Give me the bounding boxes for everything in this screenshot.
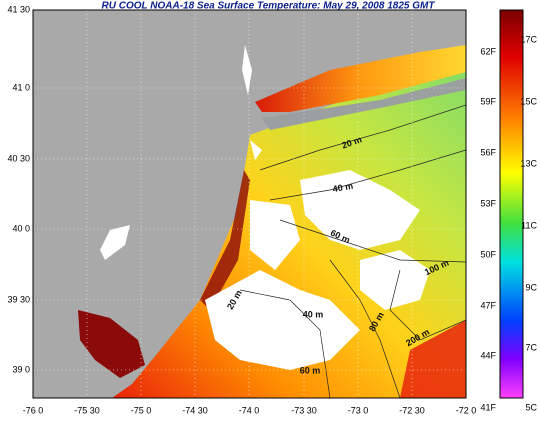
longitude-label: -75 30 [74,405,100,415]
fahrenheit-label: 44F [480,350,496,360]
celsius-label: 13C [520,158,537,168]
celsius-label: 7C [525,342,537,352]
longitude-label: -73 0 [348,405,369,415]
celsius-label: 11C [521,220,537,230]
longitude-label: -73 30 [291,405,317,415]
latitude-label: 39 0 [12,364,30,374]
warm-patch [400,320,466,398]
map-area [33,10,466,398]
fahrenheit-label: 50F [480,249,496,259]
map-frame [32,9,467,399]
celsius-label: 5C [525,402,537,412]
fahrenheit-label: 53F [480,198,496,208]
fahrenheit-label: 47F [480,300,496,310]
contour-label: 40 m [332,181,354,194]
longitude-label: -72 0 [456,405,477,415]
isobaths [239,104,466,398]
fahrenheit-label: 41F [480,402,496,412]
latitude-label: 39 30 [7,294,30,304]
celsius-label: 15C [520,96,537,106]
longitude-label: -72 30 [399,405,425,415]
long-island-sound [255,45,466,112]
fahrenheit-label: 56F [480,147,496,157]
celsius-label: 17C [520,34,537,44]
long-island [262,78,466,130]
latitude-label: 41 30 [7,4,30,14]
contour-label: 60 m [300,365,321,375]
longitude-label: -74 30 [182,405,208,415]
celsius-label: 9C [525,282,537,292]
coastal-warm [200,170,250,310]
latitude-label: 40 30 [7,153,30,163]
map-title: RU COOL NOAA-18 Sea Surface Temperature:… [102,1,436,12]
graticule [33,10,466,398]
longitude-label: -74 0 [239,405,260,415]
delaware-bay [78,310,145,378]
latitude-label: 41 0 [12,82,30,92]
latitude-label: 40 0 [12,223,30,233]
longitude-label: -75 0 [131,405,152,415]
contour-label: 40 m [303,309,324,319]
fahrenheit-label: 62F [480,46,496,56]
colorbar [499,9,524,399]
fahrenheit-label: 59F [480,96,496,106]
longitude-label: -76 0 [23,405,44,415]
